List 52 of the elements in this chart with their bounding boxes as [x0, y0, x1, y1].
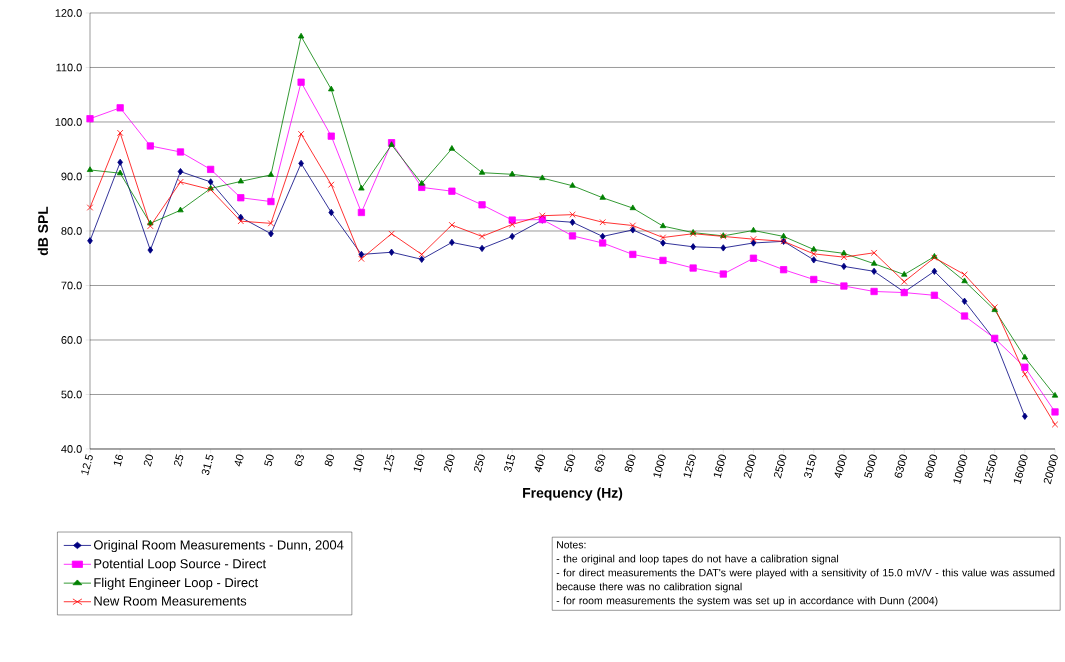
x-tick-label: 2500 [773, 454, 787, 479]
x-tick-label: 2000 [743, 454, 757, 479]
y-tick-label: 100.0 [55, 118, 82, 126]
text: Notes: [557, 541, 586, 549]
x-tick-label: 20 [143, 454, 154, 467]
x-tick-label: 800 [624, 454, 636, 473]
x-tick-label: 250 [473, 454, 485, 473]
x-tick-label: 4000 [834, 454, 847, 479]
x-tick-label: 16 [113, 454, 123, 467]
x-axis-title: Frequency (Hz) [523, 487, 623, 501]
x-tick-label: 8000 [924, 454, 938, 479]
x-tick-label: 1600 [713, 454, 727, 479]
x-tick-label: 6300 [894, 454, 907, 478]
x-tick-label: 16000 [1013, 454, 1028, 485]
x-tick-label: 1000 [653, 454, 666, 479]
legend-label: Flight Engineer Loop - Direct [94, 577, 259, 590]
x-tick-label: 80 [324, 454, 335, 467]
x-tick-label: 10000 [953, 454, 968, 485]
x-tick-label: 500 [564, 454, 576, 473]
x-tick-label: 3150 [804, 454, 817, 479]
text: - for direct measurements the DAT's were played with a sensitivity of 15.0 mV/V - this value was assumed because there was no calibration signal [556, 568, 1055, 593]
x-tick-label: 630 [594, 454, 606, 472]
x-tick-label: 5000 [864, 454, 877, 479]
y-tick-label: 120.0 [55, 9, 82, 17]
y-tick-label: 60.0 [61, 336, 82, 344]
x-tick-label: 63 [294, 454, 304, 466]
legend-label: Original Room Measurements - Dunn, 2004 [93, 539, 344, 553]
legend-label: New Room Measurements [94, 596, 247, 606]
text: - for room measurements the system was set up in accordance with Dunn (2004) [556, 596, 938, 607]
y-tick-label: 80.0 [61, 227, 82, 235]
x-tick-label: 1250 [683, 454, 696, 479]
x-tick-label: 125 [383, 454, 395, 473]
x-tick-label: 12.5 [81, 454, 93, 476]
y-tick-label: 40.0 [61, 445, 82, 453]
y-tick-label: 90.0 [61, 172, 82, 181]
x-tick-label: 25 [173, 454, 184, 467]
x-tick-label: 40 [234, 454, 244, 467]
x-tick-label: 31.5 [201, 454, 214, 476]
y-axis-title: dB SPL [37, 206, 48, 256]
x-tick-label: 100 [353, 454, 365, 473]
legend-label: Potential Loop Source - Direct [94, 558, 267, 571]
x-tick-label: 50 [264, 454, 274, 467]
x-tick-label: 315 [504, 454, 515, 473]
y-tick-label: 70.0 [61, 281, 82, 290]
x-tick-label: 160 [413, 454, 425, 473]
y-tick-label: 50.0 [61, 390, 82, 399]
x-tick-label: 400 [534, 454, 546, 473]
x-tick-label: 20000 [1043, 454, 1058, 485]
x-tick-label: 12500 [983, 454, 998, 485]
y-tick-label: 110.0 [56, 63, 82, 72]
x-tick-label: 200 [443, 454, 455, 473]
text: - the original and loop tapes do not have a calibration signal [556, 554, 839, 565]
